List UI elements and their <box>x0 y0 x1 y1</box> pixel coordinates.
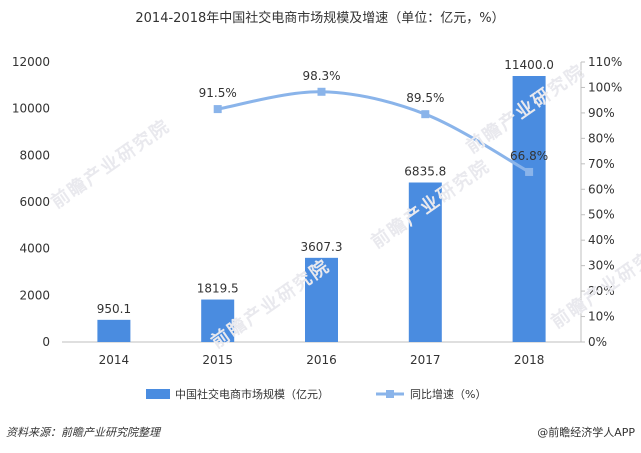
bar-value-label: 1819.5 <box>197 282 239 296</box>
growth-point <box>525 167 534 176</box>
bar <box>408 182 442 342</box>
y-right-tick-label: 0% <box>588 335 607 349</box>
growth-point <box>213 105 222 114</box>
y-right-tick-label: 100% <box>588 80 622 94</box>
bar <box>201 299 235 342</box>
brand-credit: @前瞻经济学人APP <box>537 426 635 439</box>
growth-point <box>421 110 430 119</box>
bar-value-label: 3607.3 <box>301 240 343 254</box>
y-left-tick-label: 12000 <box>12 55 50 69</box>
bar <box>97 319 131 342</box>
x-tick-label: 2014 <box>99 353 130 367</box>
legend-line-label: 同比增速（%） <box>410 387 486 401</box>
bar <box>305 257 338 342</box>
growth-value-label: 66.8% <box>510 149 548 163</box>
y-right-tick-label: 90% <box>588 106 615 120</box>
y-left-tick-label: 8000 <box>19 148 50 162</box>
y-left-tick-label: 6000 <box>19 195 50 209</box>
source-note: 资料来源：前瞻产业研究院整理 <box>6 426 160 439</box>
y-right-tick-label: 110% <box>588 55 622 69</box>
bar <box>512 76 546 342</box>
y-right-tick-label: 30% <box>588 259 615 273</box>
x-tick-label: 2017 <box>410 353 441 367</box>
x-tick-label: 2015 <box>202 353 233 367</box>
legend-bar-swatch <box>146 389 170 399</box>
y-right-tick-label: 10% <box>588 310 615 324</box>
y-right-tick-label: 70% <box>588 157 615 171</box>
legend-line-marker <box>386 390 394 398</box>
y-right-tick-label: 20% <box>588 284 615 298</box>
x-tick-label: 2018 <box>514 353 545 367</box>
x-tick-label: 2016 <box>306 353 337 367</box>
y-right-tick-label: 60% <box>588 182 615 196</box>
growth-value-label: 89.5% <box>406 91 444 105</box>
y-left-tick-label: 2000 <box>19 288 50 302</box>
growth-value-label: 91.5% <box>199 86 237 100</box>
legend-bar-label: 中国社交电商市场规模（亿元） <box>175 387 329 401</box>
y-right-tick-label: 80% <box>588 131 615 145</box>
bar-value-label: 11400.0 <box>504 58 554 72</box>
y-left-tick-label: 10000 <box>12 102 50 116</box>
y-right-tick-label: 50% <box>588 208 615 222</box>
bar-value-label: 950.1 <box>97 302 131 316</box>
chart-title: 2014-2018年中国社交电商市场规模及增速（单位：亿元，%） <box>135 10 504 26</box>
y-right-tick-label: 40% <box>588 233 615 247</box>
growth-point <box>317 87 326 96</box>
growth-value-label: 98.3% <box>302 69 340 83</box>
y-left-tick-label: 0 <box>42 335 50 349</box>
legend: 中国社交电商市场规模（亿元） 同比增速（%） <box>146 387 486 401</box>
growth-line <box>217 90 530 174</box>
bar-value-label: 6835.8 <box>404 164 446 178</box>
y-left-tick-label: 4000 <box>19 242 50 256</box>
